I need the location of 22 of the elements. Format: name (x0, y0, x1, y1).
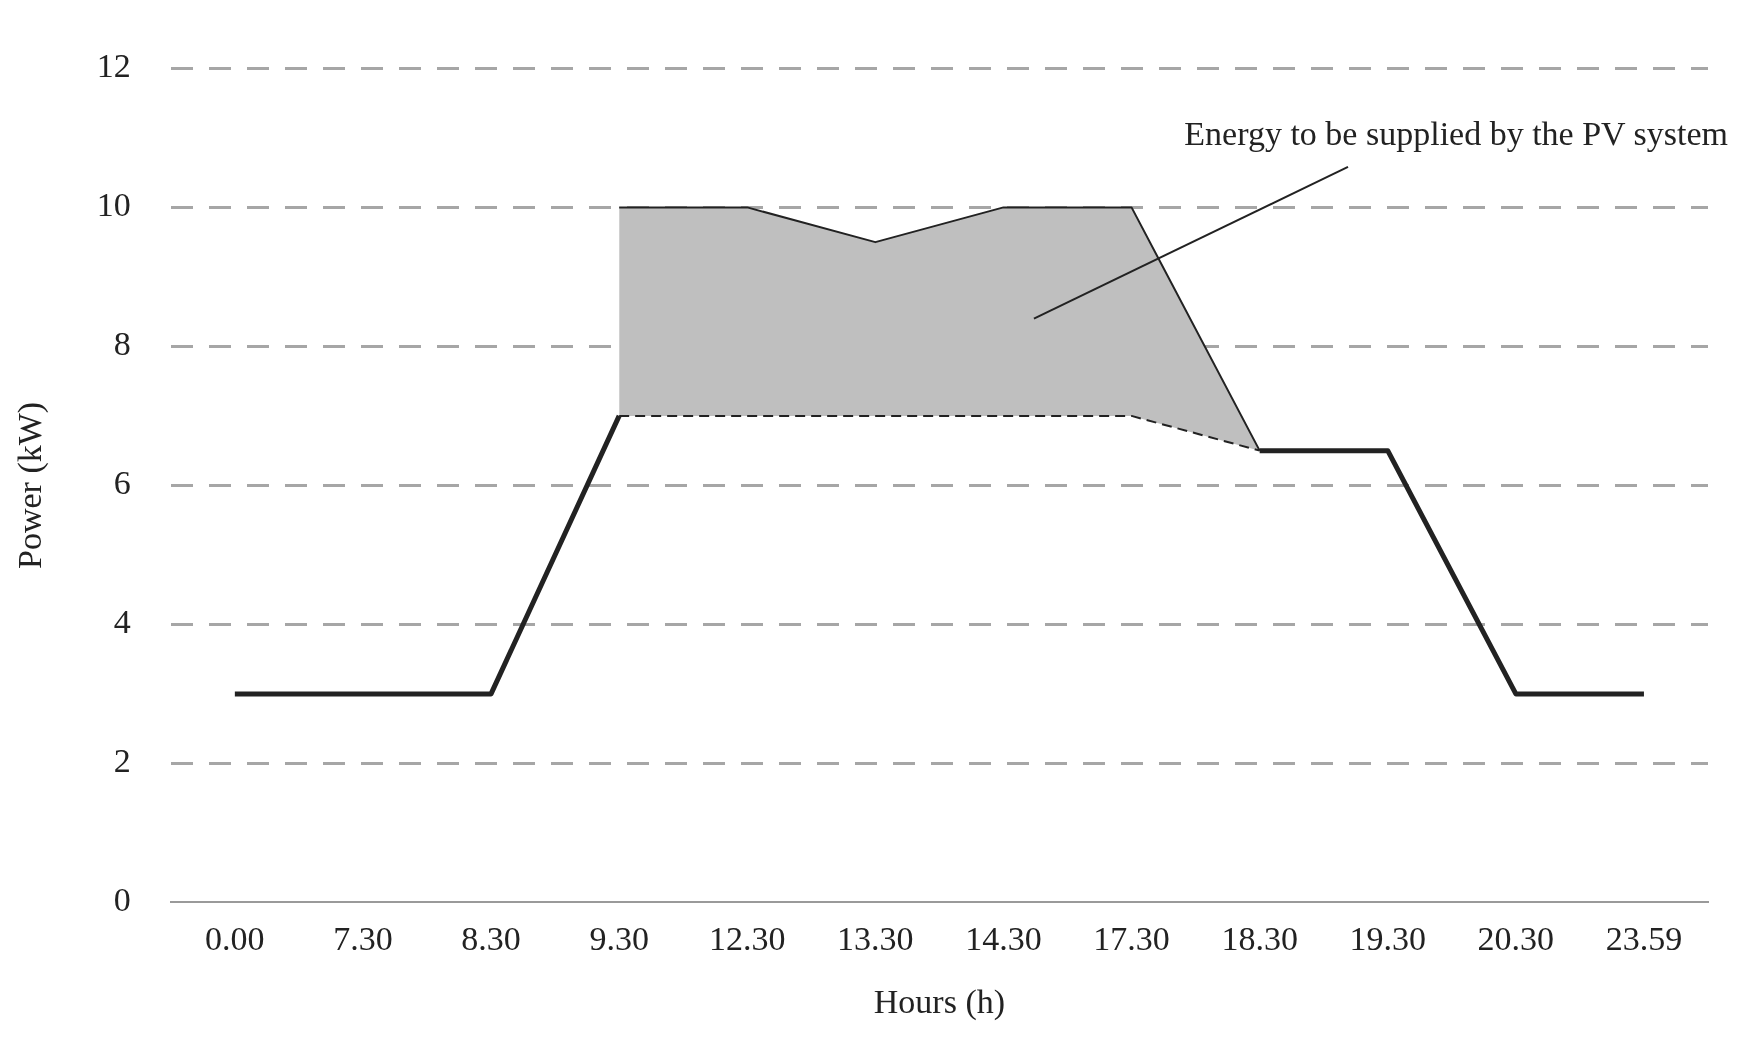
x-tick-label: 19.30 (1349, 919, 1426, 957)
x-tick-label: 20.30 (1477, 919, 1555, 957)
x-tick-label: 12.30 (709, 919, 786, 957)
x-axis-title: Hours (h) (873, 982, 1006, 1021)
y-tick-label: 2 (113, 742, 131, 780)
x-tick-label: 14.30 (965, 919, 1042, 957)
x-tick-label: 8.30 (461, 919, 521, 957)
x-tick-label: 17.30 (1093, 919, 1170, 957)
annotation: Energy to be supplied by the PV system (1184, 114, 1728, 152)
x-tick-label: 13.30 (837, 919, 914, 957)
y-tick-label: 8 (113, 325, 131, 363)
x-tick-label: 0.00 (205, 919, 265, 957)
x-tick-label: 23.59 (1605, 919, 1683, 957)
x-tick-label: 18.30 (1221, 919, 1298, 957)
y-tick-label: 6 (113, 464, 131, 502)
y-tick-label: 4 (113, 603, 131, 641)
y-tick-label: 12 (96, 47, 131, 85)
y-axis-title: Power (kW) (11, 401, 50, 569)
x-tick-label: 7.30 (333, 919, 393, 957)
x-tick-label: 9.30 (589, 919, 649, 957)
y-tick-label: 10 (96, 186, 131, 224)
y-tick-label: 0 (113, 881, 131, 919)
